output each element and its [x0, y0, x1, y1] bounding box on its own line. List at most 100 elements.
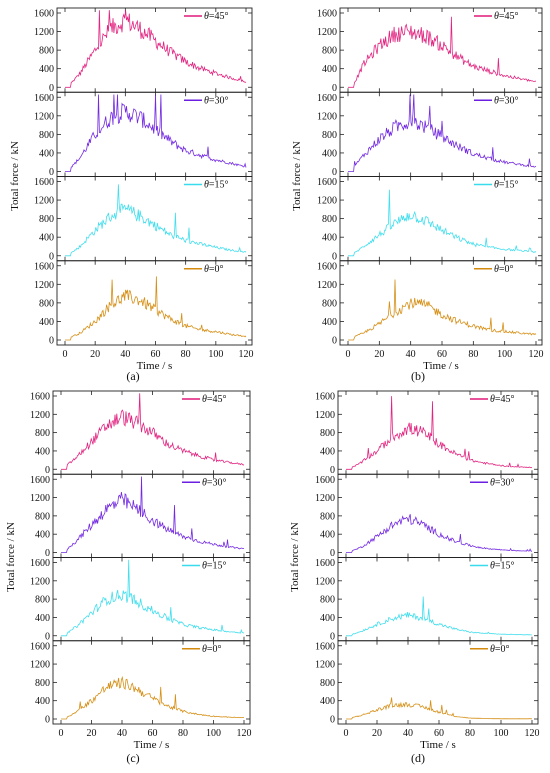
y-tick-label: 400	[35, 696, 50, 707]
subplot-b-theta-45: 0 400 800 1200 1600 θ=45°	[317, 7, 543, 94]
y-tick-label: 1600	[30, 475, 50, 486]
y-tick-label: 0	[49, 251, 54, 262]
series-line	[65, 276, 247, 341]
y-tick-label: 0	[49, 83, 54, 94]
y-tick-label: 800	[322, 298, 337, 309]
y-tick-label: 0	[45, 465, 50, 476]
y-tick-label: 1600	[315, 558, 335, 569]
y-tick-label: 1600	[34, 261, 54, 272]
x-tick-label: 20	[372, 728, 382, 739]
series-line	[61, 476, 245, 553]
subplot-c-theta-0: 0 400 800 1200 1600 θ=0°	[30, 640, 251, 726]
series-line	[61, 559, 245, 637]
subplot-c-theta-15: 0 400 800 1200 1600 θ=15°	[30, 557, 251, 642]
y-tick-label: 1600	[34, 177, 54, 188]
panel-label: (a)	[126, 369, 139, 383]
y-tick-label: 0	[330, 548, 335, 559]
y-tick-label: 400	[322, 317, 337, 328]
y-axis-title: Total force / kN	[9, 141, 21, 211]
y-tick-label: 400	[320, 613, 335, 624]
series-line	[348, 94, 537, 172]
x-tick-label: 120	[525, 728, 540, 739]
legend-label: θ=30°	[494, 95, 519, 106]
y-tick-label: 800	[35, 428, 50, 439]
subplot-b-theta-30: 0 400 800 1200 1600 θ=30°	[317, 91, 543, 178]
y-tick-label: 1600	[30, 392, 50, 403]
y-tick-label: 0	[45, 631, 50, 642]
y-tick-label: 800	[35, 595, 50, 606]
x-tick-label: 100	[206, 728, 221, 739]
series-line	[346, 697, 532, 720]
legend-label: θ=45°	[202, 394, 227, 405]
x-tick-label: 80	[178, 728, 188, 739]
y-tick-label: 1200	[34, 196, 54, 207]
x-tick-label: 120	[529, 349, 544, 360]
series-line	[65, 94, 247, 172]
y-axis-title: Total force / kN	[291, 141, 303, 211]
x-tick-label: 40	[406, 349, 416, 360]
y-tick-label: 1200	[317, 196, 337, 207]
x-tick-label: 60	[437, 349, 447, 360]
y-tick-label: 400	[322, 148, 337, 159]
x-tick-label: 80	[465, 728, 475, 739]
y-tick-label: 1600	[30, 558, 50, 569]
y-axis-title: Total force / kN	[5, 522, 17, 592]
y-tick-label: 1200	[34, 111, 54, 122]
x-tick-label: 60	[148, 728, 158, 739]
legend-label: θ=0°	[204, 264, 224, 275]
y-tick-label: 1200	[30, 660, 50, 671]
y-tick-label: 400	[320, 530, 335, 541]
subplot-b-theta-0: 0 400 800 1200 1600 θ=0°	[317, 260, 543, 347]
subplot-a-theta-15: 0 400 800 1200 1600 θ=15°	[34, 176, 253, 262]
y-tick-label: 800	[322, 130, 337, 141]
y-axis-title: Total force / kN	[289, 522, 301, 592]
y-tick-label: 0	[332, 83, 337, 94]
y-tick-label: 1200	[34, 280, 54, 291]
y-tick-label: 1200	[317, 280, 337, 291]
subplot-d-theta-0: 0 400 800 1200 1600 θ=0°	[315, 640, 539, 726]
x-tick-label: 0	[346, 349, 351, 360]
x-tick-label: 120	[237, 728, 252, 739]
x-tick-label: 40	[117, 728, 127, 739]
x-tick-label: 40	[120, 349, 130, 360]
subplot-a-theta-45: 0 400 800 1200 1600 θ=45°	[34, 7, 253, 94]
series-line	[65, 184, 247, 257]
y-tick-label: 1600	[315, 475, 335, 486]
y-tick-label: 800	[322, 214, 337, 225]
y-tick-label: 400	[39, 148, 54, 159]
legend-label: θ=45°	[204, 11, 229, 22]
y-tick-label: 1600	[317, 9, 337, 20]
legend-label: θ=0°	[490, 644, 510, 655]
y-tick-label: 0	[45, 548, 50, 559]
subplot-a-theta-30: 0 400 800 1200 1600 θ=30°	[34, 91, 253, 178]
series-line	[346, 396, 533, 470]
y-tick-label: 1200	[317, 111, 337, 122]
y-tick-label: 1600	[317, 93, 337, 104]
y-tick-label: 400	[322, 233, 337, 244]
y-tick-label: 1200	[30, 576, 50, 587]
legend-label: θ=15°	[490, 561, 515, 572]
y-tick-label: 1600	[34, 93, 54, 104]
y-tick-label: 0	[45, 715, 50, 726]
x-axis-title: Time / s	[137, 360, 173, 372]
y-tick-label: 800	[320, 595, 335, 606]
series-line	[346, 514, 532, 553]
y-tick-label: 400	[322, 64, 337, 75]
x-tick-label: 0	[344, 728, 349, 739]
subplot-c-theta-30: 0 400 800 1200 1600 θ=30°	[30, 473, 251, 559]
y-tick-label: 0	[330, 631, 335, 642]
legend-label: θ=45°	[490, 394, 515, 405]
subplot-a-theta-0: 0 400 800 1200 1600 θ=0°	[34, 260, 253, 347]
y-tick-label: 800	[35, 511, 50, 522]
y-tick-label: 1600	[30, 641, 50, 652]
subplot-c-theta-45: 0 400 800 1200 1600 θ=45°	[30, 390, 251, 476]
x-tick-label: 0	[63, 349, 68, 360]
y-tick-label: 1600	[34, 9, 54, 20]
y-tick-label: 0	[49, 336, 54, 347]
y-tick-label: 400	[35, 446, 50, 457]
legend-label: θ=30°	[204, 95, 229, 106]
